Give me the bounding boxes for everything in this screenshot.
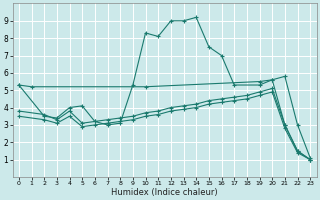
X-axis label: Humidex (Indice chaleur): Humidex (Indice chaleur) — [111, 188, 218, 197]
